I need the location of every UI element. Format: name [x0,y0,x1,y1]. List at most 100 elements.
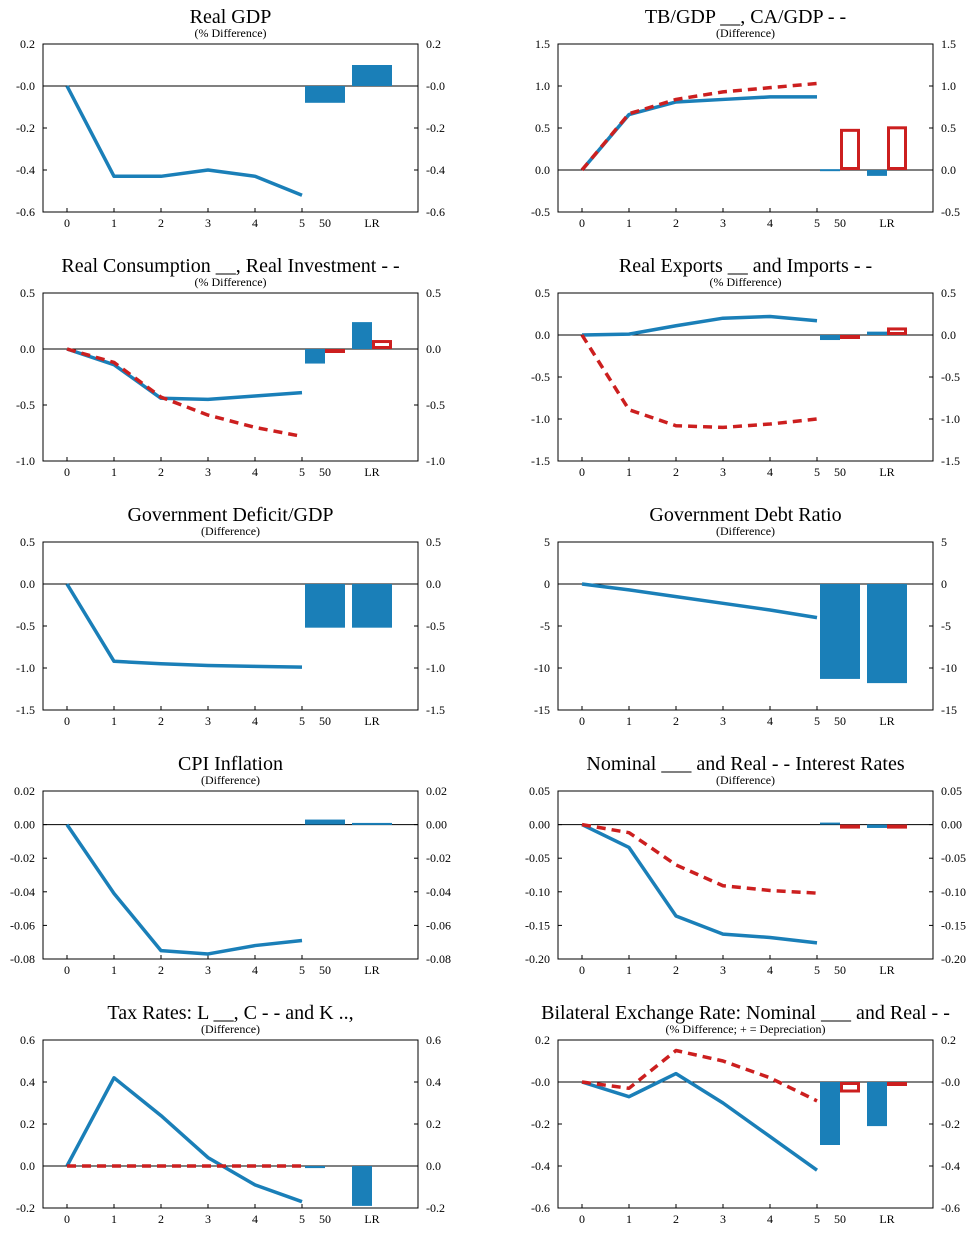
x-tick-label: 4 [252,963,258,977]
y-tick-label-left: -1.5 [16,703,35,717]
y-tick-label-left: 0.0 [20,1159,35,1173]
y-tick-label-right: -0.4 [941,1159,960,1173]
y-tick-label-right: 0.5 [941,286,956,300]
y-tick-label-left: 0.2 [20,37,35,51]
y-tick-label-right: 0.4 [426,1075,441,1089]
dashed-series-line [580,334,818,430]
bar [820,822,840,825]
chart-panel: CPI Inflation(Difference) 0.02 0.02 0.00 0.0… [10,753,451,977]
y-tick-label-right: 0.5 [426,535,441,549]
x-tick-label: 3 [205,963,211,977]
x-tick-label: 3 [720,714,726,728]
y-tick-label-left: -0.20 [525,952,550,966]
bar [867,1082,887,1127]
y-tick-label-right: -15 [941,703,957,717]
x-tick-label: 1 [111,963,117,977]
bar [840,1082,860,1093]
y-tick-label-right: -0.5 [426,398,445,412]
solid-series-line [65,85,303,197]
y-tick-label-right: 0.2 [426,37,441,51]
y-tick-label-right: -0.2 [426,121,445,135]
x-tick-label: 4 [767,714,773,728]
x-tick-label: 4 [767,465,773,479]
y-tick-label-right: 0.00 [426,818,447,832]
x-tick-label: 4 [252,465,258,479]
bar-category-label: LR [364,465,379,479]
x-tick-label: 3 [720,963,726,977]
y-tick-label-left: -0.08 [10,952,35,966]
bar-category-label: LR [364,216,379,230]
chart-subtitle: (% Difference) [194,26,266,40]
y-tick-label-right: -1.5 [941,454,960,468]
chart-subtitle: (Difference) [201,524,260,538]
bar [305,819,345,825]
y-tick-label-right: -0.05 [941,851,966,865]
y-tick-label-left: -1.0 [531,412,550,426]
bar [352,65,392,86]
chart-title: Tax Rates: L __, C - - and K .., [107,1002,353,1024]
y-tick-label-left: 0.5 [20,535,35,549]
y-tick-label-left: -10 [534,661,550,675]
y-tick-label-left: -1.0 [16,454,35,468]
bar-category-label: 50 [319,465,331,479]
solid-series-line [581,582,818,620]
y-tick-label-right: -0.0 [941,1075,960,1089]
x-tick-label: 1 [626,963,632,977]
x-tick-label: 0 [579,216,585,230]
y-tick-label-left: 0.2 [535,1033,550,1047]
y-tick-label-right: -0.6 [426,205,445,219]
plot-frame [42,292,419,462]
dashed-series-line [581,822,818,895]
chart-subtitle: (Difference) [716,773,775,787]
x-tick-label: 1 [111,714,117,728]
bar [820,169,840,172]
y-tick-label-left: 1.0 [535,79,550,93]
y-tick-label-right: 0.6 [426,1033,441,1047]
x-tick-label: 0 [64,963,70,977]
bar-category-label: 50 [319,714,331,728]
x-tick-label: 4 [767,1212,773,1226]
x-tick-label: 5 [299,963,305,977]
chart-subtitle: (% Difference) [194,275,266,289]
bar [867,331,887,335]
bar [887,126,907,170]
bar-category-label: 50 [834,963,846,977]
chart-title: Real Exports __ and Imports - - [619,255,872,277]
x-tick-label: 0 [579,714,585,728]
plot-frame [557,43,934,213]
solid-series-line [65,1076,303,1204]
x-tick-label: 2 [158,714,164,728]
bar [840,335,860,339]
y-tick-label-left: 0.02 [14,784,35,798]
chart-subtitle: (Difference) [716,26,775,40]
y-tick-label-left: -0.02 [10,851,35,865]
chart-panel: Real GDP(% Difference) 0.2 0.2 -0.0 -0.0 -0.2… [16,6,445,230]
y-tick-label-left: 0.6 [20,1033,35,1047]
bar [372,340,392,350]
x-tick-label: 2 [673,714,679,728]
bar-category-label: 50 [834,1212,846,1226]
y-tick-label-right: 0 [941,577,947,591]
y-tick-label-right: 5 [941,535,947,549]
y-tick-label-right: 0.5 [426,286,441,300]
chart-title: Bilateral Exchange Rate: Nominal ___ and… [541,1002,950,1024]
y-tick-label-left: -0.5 [531,370,550,384]
y-tick-label-right: -0.5 [941,370,960,384]
chart-title: Real GDP [190,6,272,28]
y-tick-label-left: 0.0 [535,163,550,177]
x-tick-label: 1 [626,714,632,728]
y-tick-label-right: -10 [941,661,957,675]
y-tick-label-left: 0.5 [20,286,35,300]
bar [820,1082,840,1145]
bar [305,86,345,103]
bar-category-label: LR [364,1212,379,1226]
x-tick-label: 1 [111,1212,117,1226]
y-tick-label-right: -0.02 [426,851,451,865]
bar [887,1082,907,1086]
x-tick-label: 1 [626,216,632,230]
y-tick-label-right: -0.6 [941,1201,960,1215]
chart-subtitle: (% Difference; + = Depreciation) [666,1022,826,1036]
chart-panel: Government Deficit/GDP(Difference) 0.5 0.5… [16,504,445,728]
x-tick-label: 4 [252,714,258,728]
